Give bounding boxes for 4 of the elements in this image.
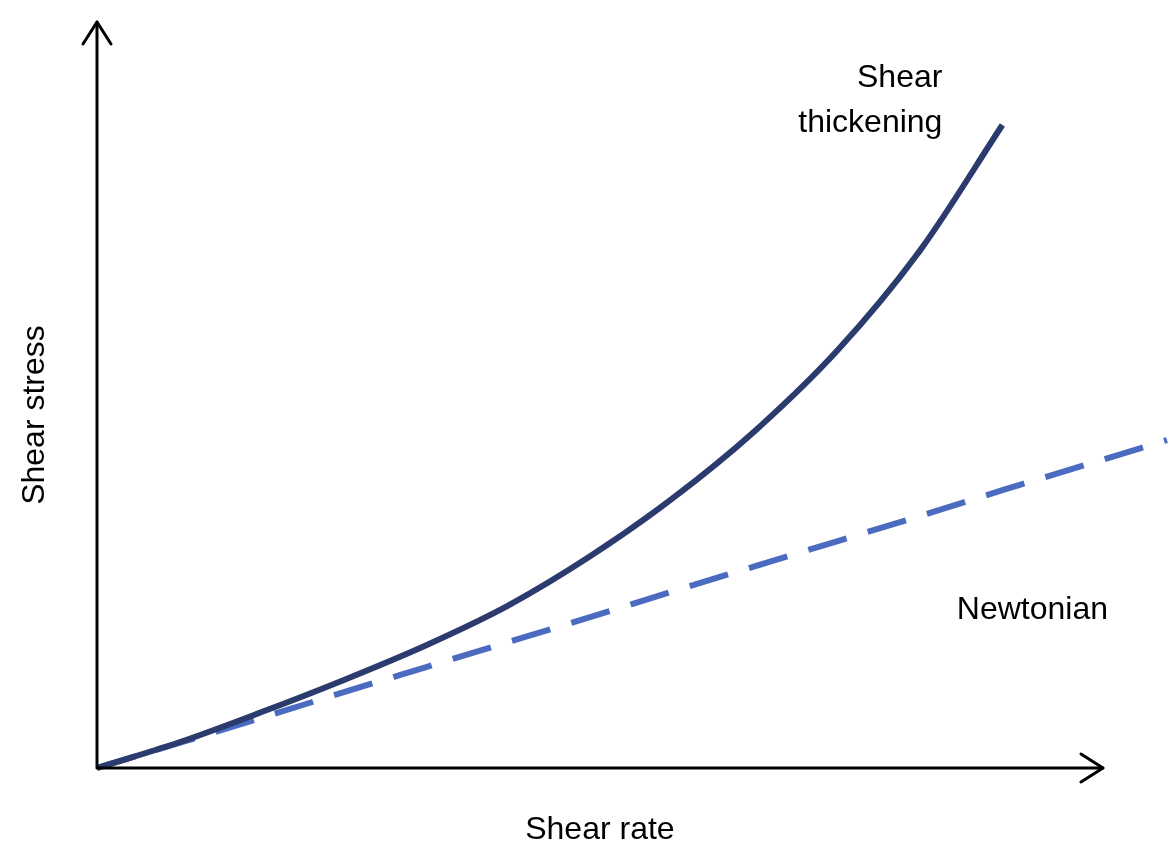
y-axis-title: Shear stress (14, 325, 51, 505)
series-label: Shear thickening (798, 57, 943, 139)
x-axis-title: Shear rate (525, 809, 675, 846)
text: Newtonian (956, 590, 1108, 627)
